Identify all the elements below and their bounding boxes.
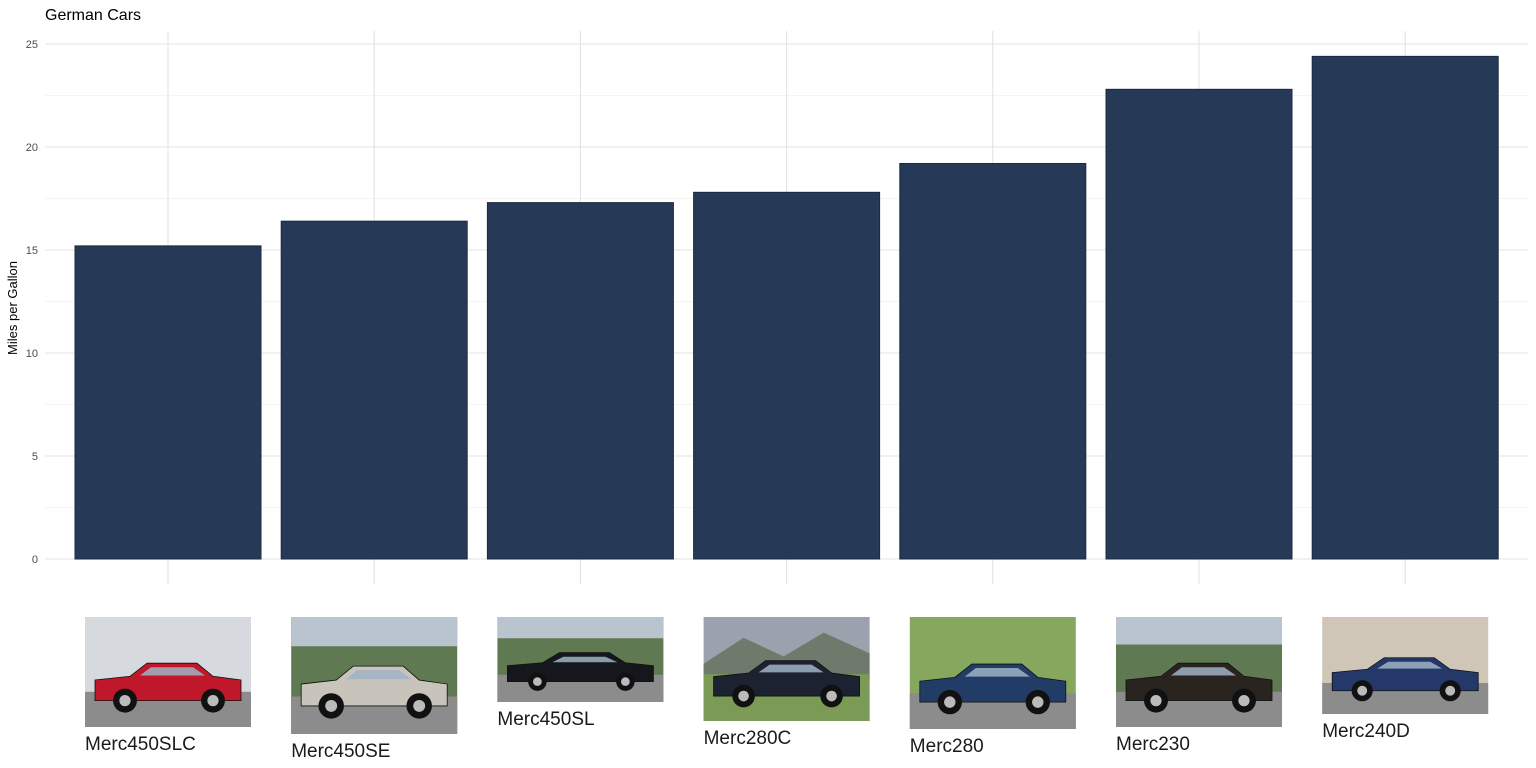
car-photo-merc230: [1116, 617, 1282, 727]
bar-merc450slc: [74, 245, 262, 560]
car-photo-merc450slc: [85, 617, 251, 727]
y-tick-label: 5: [32, 451, 38, 463]
bar-merc280: [899, 162, 1087, 560]
bars: [74, 55, 1499, 560]
car-photo-merc280c: [703, 617, 870, 721]
y-tick-label: 20: [26, 142, 38, 154]
y-tick-label: 25: [26, 39, 38, 51]
bar-merc450se: [280, 220, 468, 560]
bar-merc240d: [1311, 55, 1499, 560]
y-axis-ticks: 0 5 10 15 20 25: [26, 39, 38, 566]
car-photo-merc450se: [291, 617, 458, 734]
car-label-merc450slc: Merc450SLC: [85, 734, 196, 755]
y-tick-label: 10: [26, 348, 38, 360]
car-label-merc280c: Merc280C: [704, 728, 792, 749]
car-photo-merc280: [909, 617, 1076, 729]
y-axis-label: Miles per Gallon: [5, 261, 20, 355]
bar-merc230: [1105, 88, 1293, 560]
y-tick-label: 15: [26, 245, 38, 257]
car-photos: Merc450SLC Merc450SE Merc450SL Merc280C Merc…: [85, 617, 1489, 762]
bar-merc280c: [693, 191, 881, 560]
chart-title: German Cars: [45, 7, 141, 24]
car-label-merc240d: Merc240D: [1322, 721, 1410, 742]
car-label-merc230: Merc230: [1116, 734, 1190, 755]
car-label-merc280: Merc280: [910, 736, 984, 757]
car-label-merc450sl: Merc450SL: [497, 709, 594, 730]
y-tick-label: 0: [32, 554, 38, 566]
car-photo-merc450sl: [497, 617, 664, 702]
bar-merc450sl: [486, 202, 674, 560]
car-photo-merc240d: [1322, 617, 1489, 714]
car-label-merc450se: Merc450SE: [291, 741, 390, 762]
